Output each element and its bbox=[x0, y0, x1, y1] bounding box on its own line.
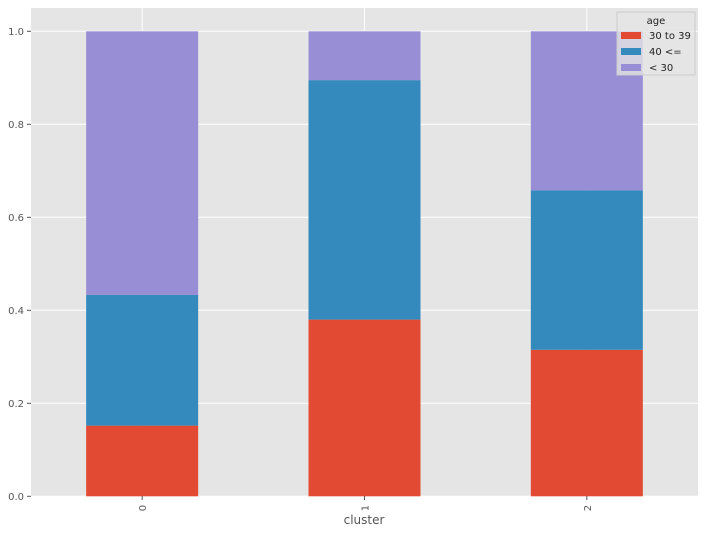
y-tick-label: 0.4 bbox=[8, 306, 24, 317]
legend-entry: 40 <= bbox=[649, 47, 682, 58]
legend-title: age bbox=[647, 16, 666, 27]
legend-entry: < 30 bbox=[649, 63, 673, 74]
bar-segment-40- bbox=[308, 80, 421, 320]
x-tick-label: 0 bbox=[138, 505, 149, 511]
x-tick-label: 2 bbox=[583, 505, 594, 511]
bar-segment-30-to-39 bbox=[86, 425, 199, 497]
y-tick-label: 0.0 bbox=[8, 492, 24, 503]
legend-swatch bbox=[621, 64, 641, 71]
bar-segment--30 bbox=[308, 31, 421, 81]
bar-segment--30 bbox=[86, 31, 199, 295]
x-axis-label: cluster bbox=[344, 513, 385, 527]
y-tick-label: 0.8 bbox=[8, 120, 24, 131]
bar-segment-40- bbox=[530, 190, 643, 350]
legend-swatch bbox=[621, 48, 641, 55]
y-tick-label: 1.0 bbox=[8, 27, 24, 38]
bar-segment-30-to-39 bbox=[308, 319, 421, 497]
x-tick-label: 1 bbox=[361, 505, 372, 511]
bar-segment-30-to-39 bbox=[530, 349, 643, 497]
legend-entry: 30 to 39 bbox=[649, 31, 691, 42]
y-tick-label: 0.2 bbox=[8, 399, 24, 410]
y-tick-label: 0.6 bbox=[8, 213, 24, 224]
legend-swatch bbox=[621, 32, 641, 39]
bar-segment-40- bbox=[86, 294, 199, 426]
legend: age 30 to 39 40 <= < 30 bbox=[616, 11, 696, 76]
